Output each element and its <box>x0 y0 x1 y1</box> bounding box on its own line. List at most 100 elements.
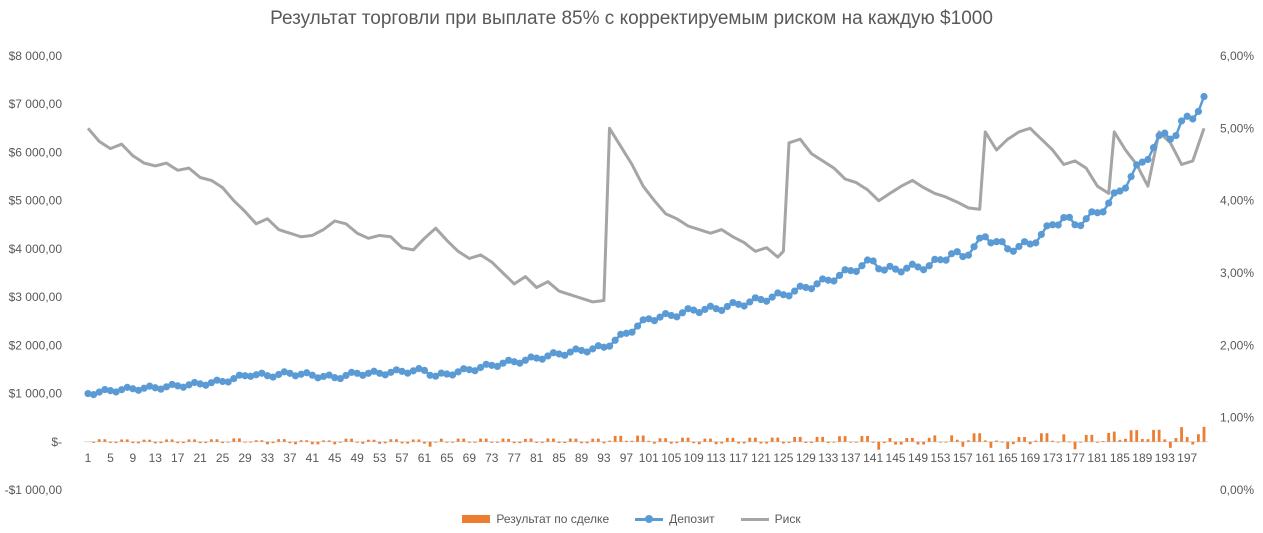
deposit-point <box>465 366 473 374</box>
trade-result-bar <box>1023 437 1026 442</box>
x-tick-label: 145 <box>886 451 906 465</box>
x-tick-label: 41 <box>306 451 320 465</box>
trade-result-bar <box>148 439 152 442</box>
legend-swatch-deposit <box>635 514 664 524</box>
deposit-point <box>516 359 524 367</box>
x-tick-label: 21 <box>193 451 207 465</box>
trade-result-bar <box>1152 429 1155 442</box>
trade-result-bar <box>664 438 668 442</box>
trade-result-bar <box>1163 439 1167 442</box>
x-tick-label: 193 <box>1155 451 1175 465</box>
left-axis-ticks: -$1 000,00 $- $1 000,00 $2 000,00 $3 000,00 $… <box>5 49 63 497</box>
x-tick-label: 113 <box>707 451 726 465</box>
deposit-point <box>852 267 860 276</box>
trade-result-bar <box>125 439 129 442</box>
deposit-point <box>976 234 984 242</box>
deposit-point <box>90 391 98 399</box>
deposit-point <box>286 369 294 377</box>
deposit-point <box>729 298 737 307</box>
deposit-point <box>583 348 591 356</box>
trade-result-bar <box>787 441 791 443</box>
left-tick-label: -$1 000,00 <box>5 483 63 497</box>
trade-result-bar <box>277 439 281 442</box>
trade-result-bar <box>238 438 241 442</box>
deposit-point <box>303 369 311 377</box>
legend-item-risk: Риск <box>740 512 801 526</box>
deposit-point <box>112 388 120 396</box>
deposit-point <box>213 376 221 384</box>
deposit-point <box>858 262 866 270</box>
trade-result-bar <box>305 440 309 442</box>
deposit-point <box>443 370 451 378</box>
deposit-point <box>404 369 412 377</box>
deposit-point <box>1071 221 1079 229</box>
trade-result-bar <box>1045 433 1049 442</box>
trade-result-bar <box>501 438 505 442</box>
deposit-point <box>1105 199 1113 207</box>
deposit-point <box>712 305 720 313</box>
deposit-point <box>336 374 344 383</box>
trade-result-bar <box>243 441 247 443</box>
deposit-point <box>1172 131 1180 140</box>
deposit-point <box>690 306 698 314</box>
trade-result-bar <box>636 435 639 442</box>
left-tick-label: $8 000,00 <box>9 49 63 63</box>
deposit-point <box>706 302 715 310</box>
x-tick-label: 65 <box>440 451 454 465</box>
trade-result-bar <box>557 441 561 444</box>
trade-result-bar <box>849 441 853 443</box>
trade-result-bar <box>288 441 292 444</box>
trade-result-bar <box>798 436 802 442</box>
deposit-point <box>734 300 743 308</box>
trade-result-bar <box>995 440 998 442</box>
deposit-point <box>841 266 849 274</box>
left-tick-label: $1 000,00 <box>9 387 63 401</box>
trade-result-bar <box>641 435 645 442</box>
deposit-point <box>493 362 501 370</box>
trade-result-bar <box>776 437 780 442</box>
deposit-point <box>1032 239 1040 247</box>
trade-result-bar <box>451 441 454 443</box>
x-tick-label: 189 <box>1132 451 1152 465</box>
trade-result-bar <box>781 441 785 444</box>
x-tick-label: 5 <box>107 451 114 465</box>
trade-result-bar <box>142 439 146 442</box>
deposit-point <box>454 368 462 376</box>
trade-result-bar <box>1056 441 1060 443</box>
deposit-markers <box>84 92 1208 399</box>
right-axis-ticks: 0,00% 1,00% 2,00% 3,00% 4,00% 5,00% 6,00% <box>1220 49 1254 497</box>
deposit-point <box>757 295 765 304</box>
deposit-point <box>230 375 238 383</box>
trade-result-bar <box>753 437 757 442</box>
trade-result-bar <box>1191 441 1195 445</box>
deposit-point <box>1037 230 1045 239</box>
deposit-point <box>555 350 563 358</box>
x-tick-label: 173 <box>1043 451 1063 465</box>
deposit-point <box>241 372 249 380</box>
trade-result-bar <box>400 441 404 444</box>
trade-result-bar <box>1135 430 1139 442</box>
trade-result-bar <box>933 435 937 442</box>
x-tick-label: 69 <box>463 451 477 465</box>
left-tick-label: $2 000,00 <box>9 338 63 352</box>
trade-result-bar <box>967 440 970 442</box>
trade-result-bar <box>411 439 415 442</box>
trade-result-bar <box>153 441 157 444</box>
trade-result-bar <box>260 440 264 442</box>
trade-result-bar <box>647 440 651 442</box>
legend-label-deposit: Депозит <box>669 512 715 526</box>
deposit-point <box>398 367 406 375</box>
trade-result-bar <box>944 441 948 443</box>
x-tick-label: 165 <box>998 451 1018 465</box>
deposit-point <box>95 388 103 396</box>
trade-result-bar <box>114 441 118 444</box>
deposit-point <box>1166 135 1174 143</box>
deposit-point <box>589 345 597 353</box>
trade-result-bar <box>563 441 567 444</box>
deposit-point <box>505 356 513 364</box>
trade-result-bar <box>608 440 611 442</box>
x-tick-label: 73 <box>485 451 499 465</box>
trade-result-bar <box>989 441 993 448</box>
trade-result-bar <box>1112 431 1116 442</box>
deposit-point <box>925 262 933 270</box>
